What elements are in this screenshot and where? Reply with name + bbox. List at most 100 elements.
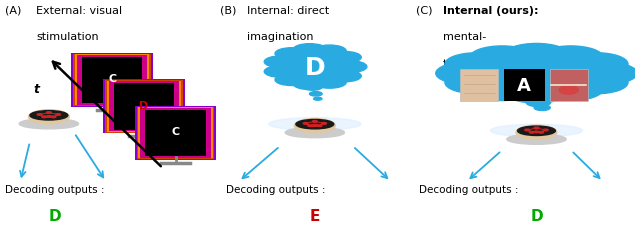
Text: (C): (C) [416,6,432,16]
Circle shape [37,114,42,116]
Circle shape [563,54,628,76]
Circle shape [504,81,569,104]
Circle shape [529,132,534,133]
Ellipse shape [559,86,578,95]
FancyBboxPatch shape [107,81,181,132]
Circle shape [29,110,69,124]
Text: t: t [33,83,39,96]
Circle shape [328,71,361,82]
Text: Decoding outputs :: Decoding outputs : [419,184,519,194]
FancyBboxPatch shape [105,81,183,133]
FancyBboxPatch shape [82,57,142,104]
Text: D: D [530,208,543,223]
Ellipse shape [507,134,566,145]
FancyBboxPatch shape [530,134,543,139]
Circle shape [572,63,636,85]
Circle shape [516,126,557,140]
FancyBboxPatch shape [139,108,212,159]
FancyBboxPatch shape [141,109,211,158]
FancyBboxPatch shape [137,107,214,159]
Text: mental-: mental- [443,32,487,42]
Circle shape [308,125,313,127]
Circle shape [526,99,551,107]
Ellipse shape [481,57,591,90]
Circle shape [543,130,548,131]
FancyBboxPatch shape [135,106,216,160]
FancyBboxPatch shape [504,69,544,101]
Text: A: A [517,76,530,94]
Text: (A): (A) [4,6,21,16]
Circle shape [304,84,322,91]
Circle shape [534,128,539,129]
Text: External: visual: External: visual [36,6,122,16]
Ellipse shape [518,126,555,136]
Circle shape [445,72,509,94]
FancyBboxPatch shape [71,54,153,107]
Circle shape [313,46,346,57]
Circle shape [310,92,322,97]
FancyBboxPatch shape [73,54,151,107]
Circle shape [293,79,326,90]
Circle shape [314,98,322,101]
Text: Decoding outputs :: Decoding outputs : [226,184,326,194]
FancyBboxPatch shape [75,55,149,106]
Text: D: D [139,100,148,110]
Circle shape [55,114,60,116]
Text: D: D [49,208,62,223]
Circle shape [312,125,317,127]
FancyBboxPatch shape [146,110,205,156]
FancyBboxPatch shape [103,80,184,134]
Circle shape [275,74,308,86]
Text: task-based imagination: task-based imagination [443,59,574,69]
Circle shape [46,116,52,118]
Text: C: C [172,126,179,136]
Circle shape [539,132,544,133]
Text: imagination: imagination [247,32,314,42]
Circle shape [504,44,569,67]
Text: (B): (B) [220,6,236,16]
Circle shape [294,119,335,133]
Circle shape [436,63,501,85]
Ellipse shape [269,118,361,131]
Circle shape [42,116,46,118]
Text: Internal: direct: Internal: direct [247,6,329,16]
FancyBboxPatch shape [43,118,55,123]
Ellipse shape [30,111,68,121]
Circle shape [264,57,298,68]
Text: Internal (ours):: Internal (ours): [443,6,539,16]
Circle shape [46,112,52,114]
Ellipse shape [490,125,583,137]
Circle shape [538,47,603,69]
FancyBboxPatch shape [460,69,499,101]
FancyBboxPatch shape [77,56,148,105]
FancyBboxPatch shape [550,69,588,101]
FancyBboxPatch shape [308,127,321,132]
Circle shape [264,66,298,78]
Ellipse shape [285,128,345,138]
Circle shape [275,49,308,60]
FancyBboxPatch shape [114,84,174,130]
Circle shape [312,121,317,123]
Text: Decoding outputs :: Decoding outputs : [4,184,104,194]
Ellipse shape [286,52,343,83]
Circle shape [51,116,56,118]
Circle shape [563,72,628,94]
Text: E: E [310,208,320,223]
Circle shape [534,105,550,111]
Circle shape [313,77,346,89]
Circle shape [525,130,530,131]
Text: stimulation: stimulation [36,32,99,42]
Circle shape [470,47,535,69]
Circle shape [293,44,326,56]
Circle shape [534,131,539,133]
Circle shape [303,123,308,125]
Circle shape [322,123,326,125]
Circle shape [470,79,535,101]
FancyBboxPatch shape [109,82,179,132]
Ellipse shape [19,119,78,129]
Circle shape [333,62,367,73]
Circle shape [538,79,603,101]
Text: C: C [108,74,116,84]
Circle shape [317,125,322,127]
Circle shape [515,89,550,102]
